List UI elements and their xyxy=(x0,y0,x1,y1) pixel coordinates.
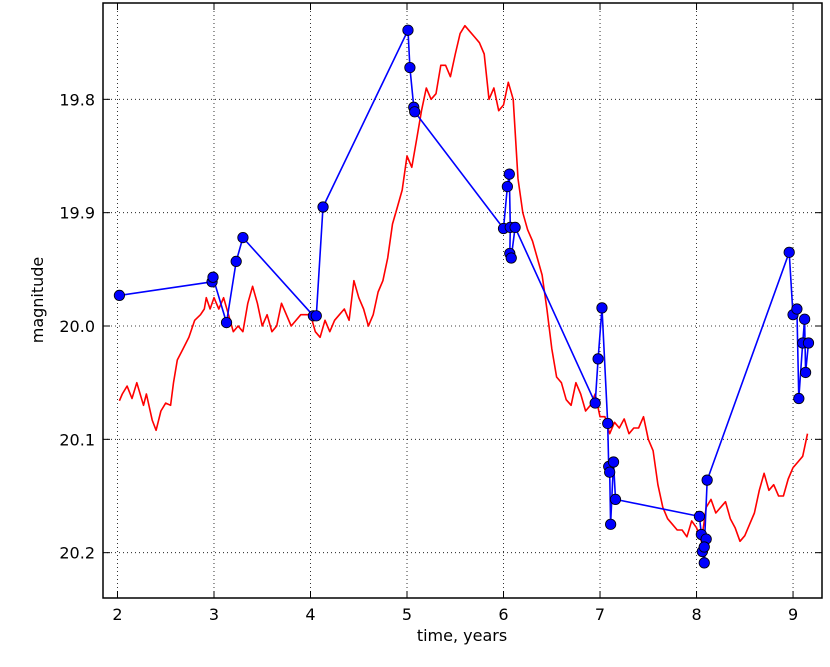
blue-series-point xyxy=(509,221,521,233)
blue-series-point xyxy=(589,397,601,409)
tick-marks xyxy=(103,3,822,598)
x-tick-label: 5 xyxy=(402,605,412,624)
blue-series-point xyxy=(791,303,803,315)
blue-series-point xyxy=(596,302,608,314)
plot-frame xyxy=(102,2,823,599)
y-axis-label: magnitude xyxy=(28,257,47,344)
blue-series-point xyxy=(602,417,614,430)
blue-series-point xyxy=(113,289,126,301)
blue-series-point xyxy=(609,493,622,505)
x-tick-label: 2 xyxy=(112,605,122,624)
x-axis-label: time, years xyxy=(417,626,507,645)
blue-series-point xyxy=(230,255,242,267)
red-series-line xyxy=(118,24,809,543)
y-tick-label: 20.0 xyxy=(59,317,95,336)
blue-series-point xyxy=(799,313,811,325)
blue-series-point xyxy=(402,24,414,36)
blue-series-point xyxy=(310,310,322,322)
blue-series xyxy=(113,24,815,569)
blue-series-point xyxy=(605,518,617,530)
blue-series-point xyxy=(698,557,710,569)
blue-series-point xyxy=(237,232,249,244)
blue-series-point xyxy=(604,466,616,478)
blue-series-point xyxy=(802,337,815,349)
blue-series-point xyxy=(503,168,515,180)
blue-series-point xyxy=(207,271,219,283)
blue-series-point xyxy=(501,181,513,193)
blue-series-point xyxy=(505,252,517,264)
blue-series-point xyxy=(317,201,329,213)
tick-labels: 2 3 4 5 6 7 8 9 19.8 19.9 20.0 20.1 20.2 xyxy=(59,90,798,624)
blue-series-line xyxy=(119,29,810,564)
x-tick-label: 7 xyxy=(595,605,605,624)
y-tick-label: 19.9 xyxy=(59,204,95,223)
blue-series-point xyxy=(793,392,805,405)
blue-series-point xyxy=(607,456,620,468)
x-tick-label: 9 xyxy=(788,605,798,624)
blue-series-point xyxy=(409,106,421,118)
x-tick-label: 6 xyxy=(498,605,508,624)
y-tick-label: 20.1 xyxy=(59,430,95,449)
x-tick-label: 8 xyxy=(691,605,701,624)
blue-series-point xyxy=(701,474,713,486)
blue-series-point xyxy=(783,246,795,258)
blue-series-point xyxy=(799,366,812,379)
x-tick-label: 3 xyxy=(209,605,219,624)
red-series xyxy=(118,24,809,543)
blue-series-point xyxy=(693,510,706,523)
blue-series-point xyxy=(592,353,604,365)
y-tick-label: 19.8 xyxy=(59,90,95,109)
y-tick-label: 20.2 xyxy=(59,544,95,563)
blue-series-point xyxy=(404,61,416,74)
blue-series-point xyxy=(698,541,710,553)
x-tick-label: 4 xyxy=(305,605,315,624)
blue-series-point xyxy=(220,316,233,329)
